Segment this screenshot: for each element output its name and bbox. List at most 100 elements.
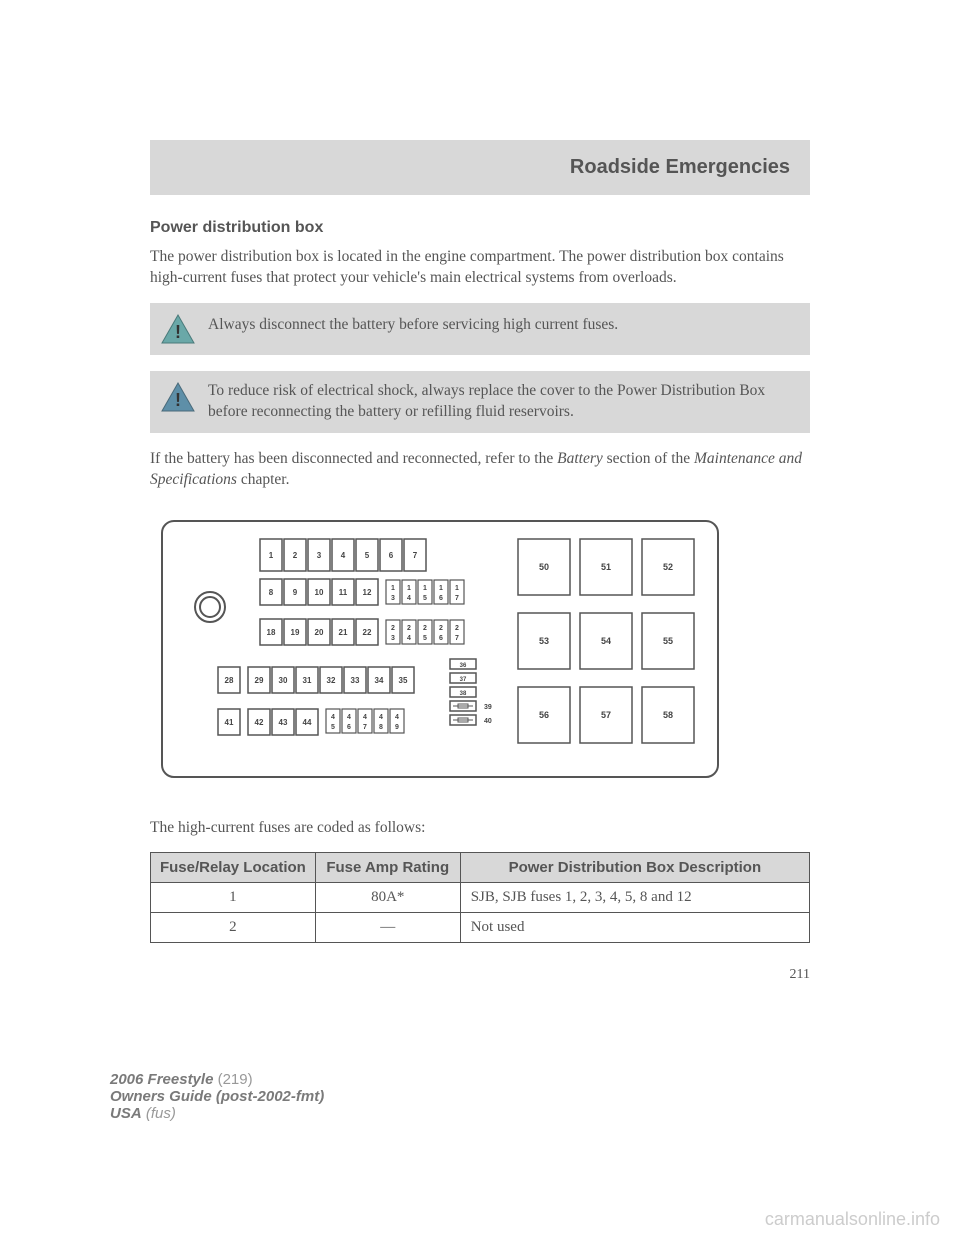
table-intro: The high-current fuses are coded as foll…: [150, 818, 810, 839]
table-header-rating: Fuse Amp Rating: [315, 853, 460, 883]
svg-text:4: 4: [341, 551, 346, 560]
svg-text:8: 8: [269, 588, 274, 597]
table-header-location: Fuse/Relay Location: [151, 853, 316, 883]
footer-region: USA: [110, 1105, 142, 1122]
svg-text:57: 57: [601, 710, 611, 720]
svg-text:30: 30: [279, 676, 288, 685]
svg-text:5: 5: [331, 724, 335, 731]
svg-text:28: 28: [225, 676, 234, 685]
svg-text:5: 5: [423, 595, 427, 602]
chapter-header: Roadside Emergencies: [150, 140, 810, 195]
svg-text:21: 21: [339, 628, 348, 637]
footer-region-code: (fus): [146, 1105, 176, 1122]
svg-text:4: 4: [407, 595, 411, 602]
table-header-description: Power Distribution Box Description: [460, 853, 809, 883]
page-content: Roadside Emergencies Power distribution …: [0, 0, 960, 983]
svg-text:1: 1: [391, 585, 395, 592]
svg-text:35: 35: [399, 676, 408, 685]
svg-text:53: 53: [539, 636, 549, 646]
svg-text:1: 1: [269, 551, 274, 560]
cell-location: 2: [151, 913, 316, 943]
battery-note: If the battery has been disconnected and…: [150, 449, 810, 491]
svg-text:6: 6: [439, 595, 443, 602]
battery-note-post: chapter.: [237, 471, 290, 488]
svg-text:2: 2: [293, 551, 298, 560]
warning-triangle-icon: !: [160, 381, 196, 413]
svg-text:4: 4: [379, 714, 383, 721]
svg-text:6: 6: [389, 551, 394, 560]
section-title: Power distribution box: [150, 219, 810, 237]
svg-text:20: 20: [315, 628, 324, 637]
svg-text:43: 43: [279, 718, 288, 727]
svg-text:29: 29: [255, 676, 264, 685]
svg-text:1: 1: [407, 585, 411, 592]
svg-text:51: 51: [601, 562, 611, 572]
svg-text:2: 2: [439, 625, 443, 632]
svg-text:55: 55: [663, 636, 673, 646]
svg-text:4: 4: [363, 714, 367, 721]
svg-text:34: 34: [375, 676, 384, 685]
svg-text:4: 4: [395, 714, 399, 721]
svg-text:6: 6: [347, 724, 351, 731]
svg-text:54: 54: [601, 636, 611, 646]
svg-text:44: 44: [303, 718, 312, 727]
svg-text:2: 2: [407, 625, 411, 632]
battery-note-italic1: Battery: [557, 450, 603, 467]
svg-text:8: 8: [379, 724, 383, 731]
cell-location: 1: [151, 883, 316, 913]
svg-text:31: 31: [303, 676, 312, 685]
warning-text-1: Always disconnect the battery before ser…: [208, 313, 618, 336]
svg-text:58: 58: [663, 710, 673, 720]
warning-box-2: ! To reduce risk of electrical shock, al…: [150, 371, 810, 433]
warning-triangle-icon: !: [160, 313, 196, 345]
intro-paragraph: The power distribution box is located in…: [150, 247, 810, 289]
svg-text:5: 5: [423, 635, 427, 642]
watermark: carmanualsonline.info: [765, 1209, 940, 1230]
svg-text:10: 10: [315, 588, 324, 597]
page-number: 211: [150, 967, 810, 983]
svg-text:7: 7: [455, 635, 459, 642]
svg-text:7: 7: [363, 724, 367, 731]
table-row: 2—Not used: [151, 913, 810, 943]
svg-text:50: 50: [539, 562, 549, 572]
svg-text:39: 39: [484, 704, 492, 711]
battery-note-mid: section of the: [603, 450, 694, 467]
svg-text:2: 2: [391, 625, 395, 632]
svg-text:7: 7: [455, 595, 459, 602]
svg-text:3: 3: [317, 551, 322, 560]
svg-text:40: 40: [484, 718, 492, 725]
footer-code: (219): [218, 1071, 253, 1088]
svg-text:22: 22: [363, 628, 372, 637]
svg-text:3: 3: [391, 595, 395, 602]
svg-text:12: 12: [363, 588, 372, 597]
svg-text:!: !: [175, 322, 181, 342]
cell-description: SJB, SJB fuses 1, 2, 3, 4, 5, 8 and 12: [460, 883, 809, 913]
svg-text:42: 42: [255, 718, 264, 727]
footer: 2006 Freestyle (219) Owners Guide (post-…: [110, 1071, 324, 1122]
svg-text:33: 33: [351, 676, 360, 685]
cell-rating: —: [315, 913, 460, 943]
svg-text:5: 5: [365, 551, 370, 560]
svg-text:32: 32: [327, 676, 336, 685]
svg-text:18: 18: [267, 628, 276, 637]
warning-box-1: ! Always disconnect the battery before s…: [150, 303, 810, 355]
svg-text:52: 52: [663, 562, 673, 572]
svg-text:4: 4: [347, 714, 351, 721]
cell-rating: 80A*: [315, 883, 460, 913]
svg-text:3: 3: [391, 635, 395, 642]
svg-text:38: 38: [460, 691, 467, 697]
svg-text:6: 6: [439, 635, 443, 642]
svg-text:1: 1: [423, 585, 427, 592]
svg-text:11: 11: [339, 588, 348, 597]
svg-text:7: 7: [413, 551, 418, 560]
svg-text:36: 36: [460, 663, 467, 669]
svg-text:56: 56: [539, 710, 549, 720]
svg-text:2: 2: [455, 625, 459, 632]
svg-text:4: 4: [331, 714, 335, 721]
footer-model: 2006 Freestyle: [110, 1071, 213, 1088]
svg-text:19: 19: [291, 628, 300, 637]
svg-text:9: 9: [293, 588, 298, 597]
svg-text:1: 1: [439, 585, 443, 592]
svg-text:4: 4: [407, 635, 411, 642]
svg-text:9: 9: [395, 724, 399, 731]
